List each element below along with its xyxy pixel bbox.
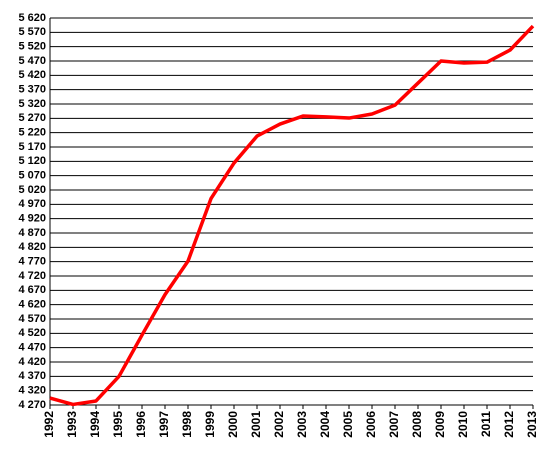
y-tick-label: 4 770 <box>18 256 46 268</box>
x-tick-label: 1997 <box>157 411 171 438</box>
y-tick-label: 5 370 <box>18 84 46 96</box>
y-tick-label: 4 970 <box>18 198 46 210</box>
y-tick-label: 4 320 <box>18 385 46 397</box>
x-tick-label: 2005 <box>341 411 355 438</box>
x-tick-label: 1999 <box>203 411 217 438</box>
y-tick-label: 4 520 <box>18 327 46 339</box>
y-tick-label: 4 670 <box>18 284 46 296</box>
x-tick-label: 2007 <box>387 411 401 438</box>
x-tick-label: 1995 <box>111 411 125 438</box>
y-tick-label: 5 120 <box>18 155 46 167</box>
x-tick-label: 1994 <box>88 411 102 438</box>
x-tick-label: 2011 <box>479 411 493 437</box>
x-tick-label: 1993 <box>65 411 79 438</box>
y-tick-label: 4 420 <box>18 356 46 368</box>
y-tick-label: 5 570 <box>18 26 46 38</box>
y-tick-label: 5 170 <box>18 141 46 153</box>
x-tick-label: 2012 <box>502 411 516 438</box>
y-tick-label: 4 920 <box>18 213 46 225</box>
x-tick-label: 2009 <box>433 411 447 438</box>
x-tick-label: 2013 <box>525 411 539 438</box>
y-tick-label: 4 270 <box>18 399 46 411</box>
y-tick-label: 5 620 <box>18 12 46 24</box>
y-tick-label: 4 470 <box>18 342 46 354</box>
y-tick-label: 4 820 <box>18 241 46 253</box>
x-tick-label: 1998 <box>180 411 194 438</box>
x-tick-label: 1996 <box>134 411 148 438</box>
x-tick-label: 2003 <box>295 411 309 438</box>
x-tick-label: 2004 <box>318 411 332 438</box>
y-tick-label: 5 420 <box>18 69 46 81</box>
y-tick-label: 5 020 <box>18 184 46 196</box>
y-tick-label: 5 220 <box>18 127 46 139</box>
y-tick-label: 4 370 <box>18 370 46 382</box>
y-tick-label: 5 320 <box>18 98 46 110</box>
y-tick-label: 4 720 <box>18 270 46 282</box>
x-tick-label: 2006 <box>364 411 378 438</box>
y-tick-label: 5 070 <box>18 170 46 182</box>
y-tick-label: 5 520 <box>18 41 46 53</box>
y-tick-label: 4 620 <box>18 299 46 311</box>
x-tick-label: 2008 <box>410 411 424 438</box>
x-tick-label: 2000 <box>226 411 240 438</box>
y-tick-label: 5 270 <box>18 112 46 124</box>
data-line <box>49 24 535 407</box>
x-tick-label: 2001 <box>249 411 263 438</box>
y-tick-label: 5 470 <box>18 55 46 67</box>
x-tick-label: 2010 <box>456 411 470 438</box>
x-tick-label: 2002 <box>272 411 286 438</box>
y-tick-label: 4 570 <box>18 313 46 325</box>
y-tick-label: 4 870 <box>18 227 46 239</box>
x-tick-label: 1992 <box>42 411 56 438</box>
